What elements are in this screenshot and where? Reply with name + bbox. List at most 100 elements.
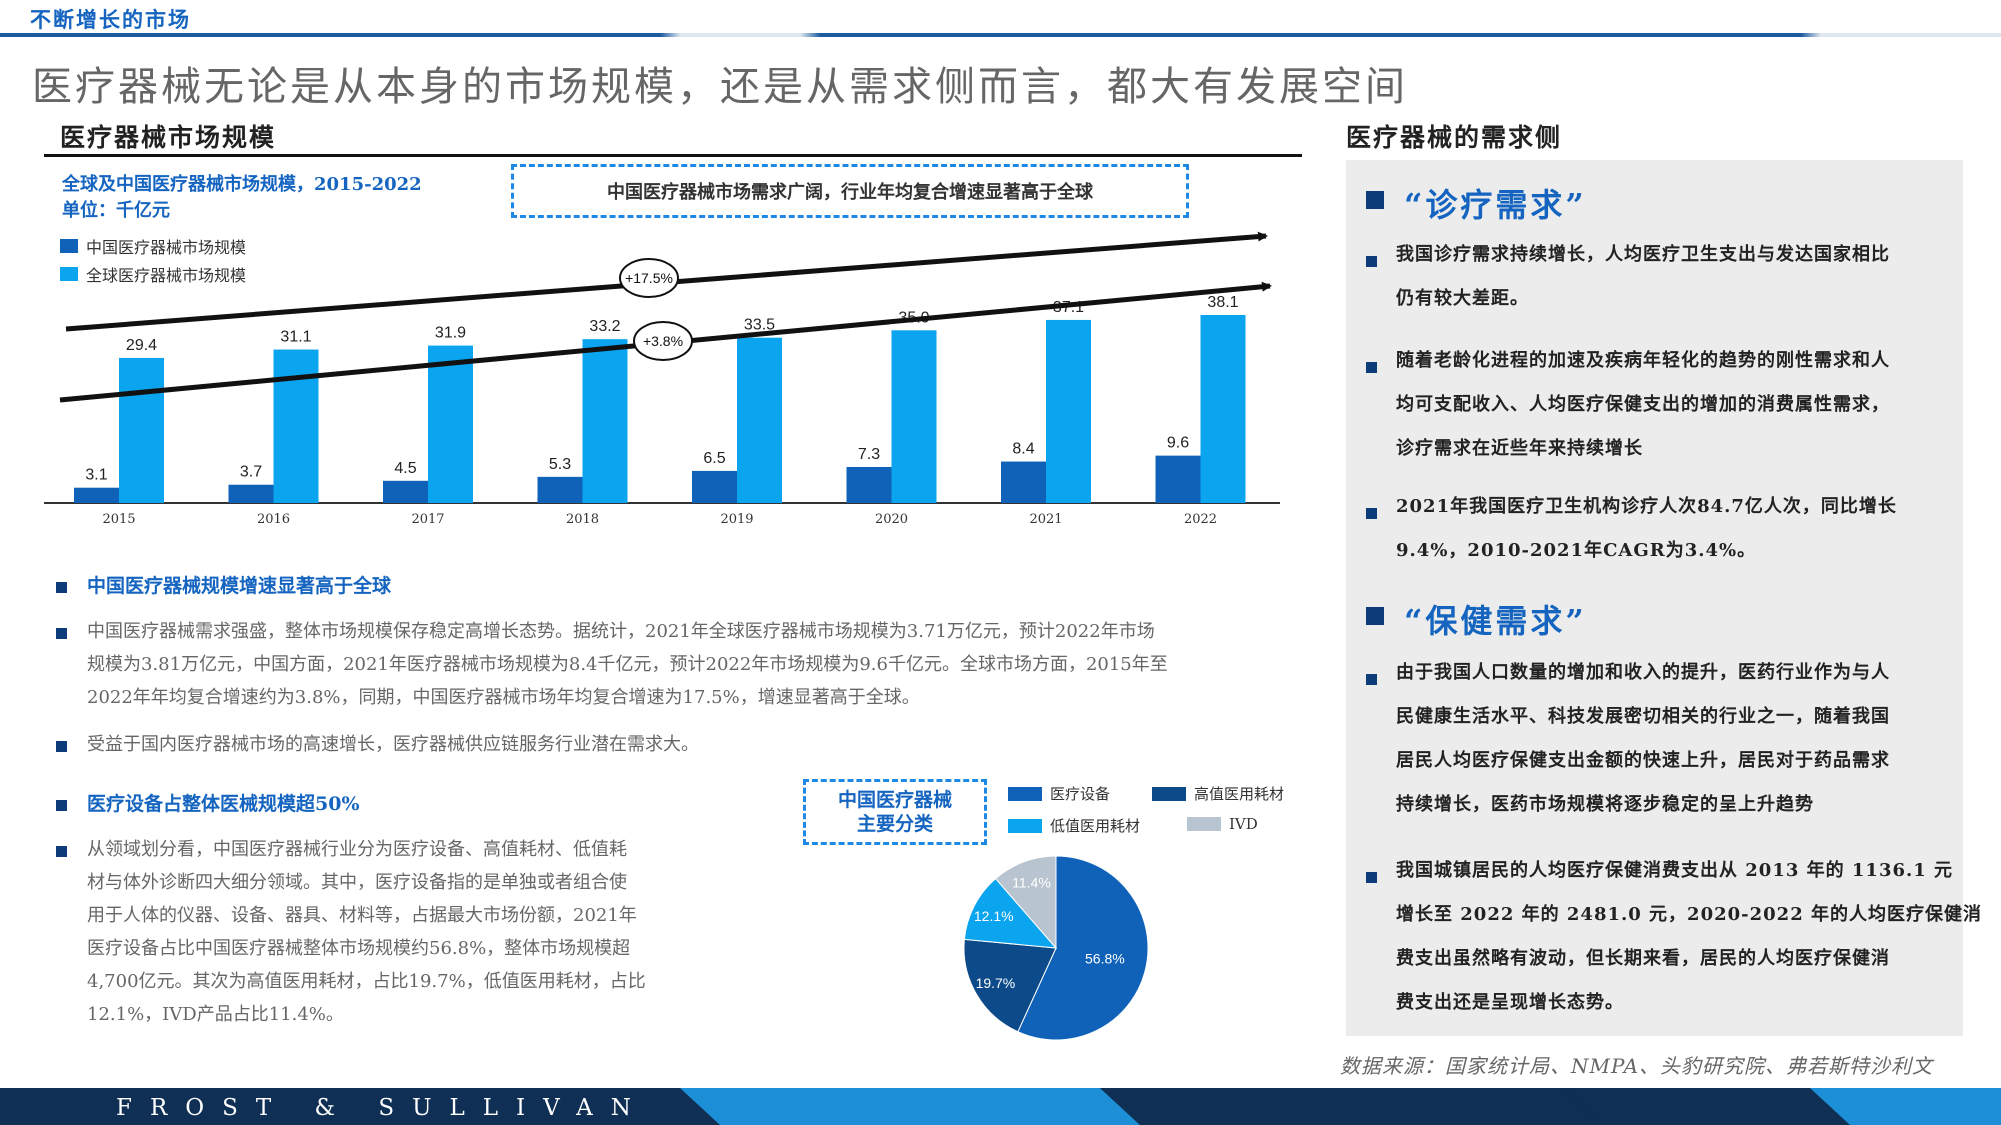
- data-source: 数据来源：国家统计局、NMPA、头豹研究院、弗若斯特沙利文: [1340, 1054, 1934, 1078]
- pie-slice: [994, 855, 1057, 950]
- demand-section-title: “保健需求”: [1404, 602, 1587, 640]
- data-label-china: 3.1: [85, 467, 107, 484]
- pie-slice: [963, 938, 1057, 1033]
- bullet-square: [56, 741, 67, 752]
- header-rule: [0, 33, 2001, 37]
- market-size-heading: 医疗器械市场规模: [60, 123, 277, 152]
- demand-section-title: “诊疗需求”: [1404, 186, 1587, 224]
- pie-value-label: 19.7%: [976, 975, 1016, 991]
- demand-item-line: 均可支配收入、人均医疗保健支出的增加的消费属性需求，: [1396, 394, 1890, 415]
- bar-global: [428, 345, 473, 503]
- cagr-label: +17.5%: [625, 270, 673, 286]
- x-tick-label: 2016: [257, 512, 290, 527]
- demand-item-line: 费支出虽然略有波动，但长期来看，居民的人均医疗保健消: [1396, 948, 1890, 969]
- footer-bar: [0, 1088, 2001, 1125]
- demand-item-line: 仍有较大差距。: [1396, 288, 1529, 309]
- bullet-heading: 中国医疗器械规模增速显著高于全球: [87, 575, 392, 597]
- data-label-china: 7.3: [858, 446, 880, 463]
- bar-china: [1155, 455, 1201, 503]
- demand-side-heading: 医疗器械的需求侧: [1346, 123, 1563, 152]
- pie-value-label: 12.1%: [974, 908, 1014, 924]
- bullet-square: [1366, 256, 1377, 267]
- pie-title-box: 中国医疗器械 主要分类: [803, 779, 987, 845]
- data-label-global: 38.1: [1207, 294, 1238, 311]
- bar-china: [692, 470, 737, 503]
- legend-label: 高值医用耗材: [1194, 785, 1285, 803]
- bar-global: [1046, 319, 1091, 503]
- data-label-global: 31.1: [280, 329, 311, 346]
- pie-title-line: 主要分类: [856, 813, 933, 835]
- pie-value-label: 56.8%: [1085, 951, 1125, 967]
- cagr-badge: [619, 258, 679, 298]
- bar-china: [228, 484, 274, 503]
- legend-swatch: [1008, 818, 1042, 833]
- demand-item-line: 随着老龄化进程的加速及疾病年轻化的趋势的刚性需求和人: [1396, 350, 1890, 371]
- demand-item-text: 我国诊疗需求持续增长，人均医疗卫生支出与发达国家相比 仍有较大差距。: [1396, 233, 1890, 321]
- legend-swatch: [1152, 786, 1186, 801]
- demand-item-line: 2021年我国医疗卫生机构诊疗人次84.7亿人次，同比增长: [1396, 496, 1897, 517]
- footer-decoration: [680, 1088, 2001, 1125]
- bullet-line: 用于人体的仪器、设备、器具、材料等，占据最大市场份额，2021年: [87, 905, 637, 926]
- bar-global: [273, 349, 319, 503]
- chart-title: 全球及中国医疗器械市场规模，2015-2022: [62, 174, 422, 195]
- data-label-china: 8.4: [1012, 441, 1034, 458]
- pie-legend-item: 医疗设备: [1008, 783, 1110, 804]
- bullet-line: 医疗设备占比中国医疗器械整体市场规模约56.8%，整体市场规模超: [87, 938, 631, 959]
- x-tick-label: 2015: [102, 512, 135, 527]
- demand-item-text: 由于我国人口数量的增加和收入的提升，医药行业作为与人 民健康生活水平、科技发展密切…: [1396, 651, 1890, 827]
- legend-label: 医疗设备: [1050, 785, 1111, 803]
- demand-item-line: 增长至 2022 年的 2481.0 元，2020-2022 年的人均医疗保健消: [1396, 904, 1982, 925]
- bullet-square: [1366, 872, 1377, 883]
- data-label-china: 3.7: [240, 464, 262, 481]
- pie-value-label: 11.4%: [1012, 874, 1051, 890]
- bullet-square: [1366, 508, 1377, 519]
- x-tick-label: 2019: [720, 512, 753, 527]
- demand-item-text: 2021年我国医疗卫生机构诊疗人次84.7亿人次，同比增长 9.4%，2010-2…: [1396, 485, 1897, 573]
- segment-pie-chart: 56.8% 19.7% 12.1% 11.4%: [963, 855, 1149, 1041]
- bar-china: [1001, 461, 1046, 503]
- bullet-heading: 医疗设备占整体医械规模超50%: [87, 793, 360, 815]
- chart-unit: 单位：千亿元: [62, 200, 170, 221]
- data-label-global: 29.4: [126, 337, 157, 354]
- bullet-line: 2022年年均复合增速约为3.8%，同期，中国医疗器械市场年均复合增速为17.5…: [87, 687, 920, 708]
- data-label-global: 33.2: [589, 318, 620, 335]
- data-label-china: 5.3: [549, 456, 571, 473]
- demand-item-line: 诊疗需求在近些年来持续增长: [1396, 438, 1643, 459]
- legend-swatch: [60, 267, 78, 281]
- demand-item-line: 由于我国人口数量的增加和收入的提升，医药行业作为与人: [1396, 662, 1890, 683]
- data-label-global: 31.9: [435, 325, 466, 342]
- bar-china: [74, 487, 119, 503]
- chart-callout: 中国医疗器械市场需求广阔，行业年均复合增速显著高于全球: [511, 164, 1189, 218]
- pie-legend-item: IVD: [1187, 815, 1258, 833]
- bullet-line: 中国医疗器械需求强盛，整体市场规模保存稳定高增长态势。据统计，2021年全球医疗…: [87, 621, 1155, 642]
- pie-slice: [1017, 855, 1149, 1041]
- legend-label: 中国医疗器械市场规模: [86, 238, 247, 257]
- data-label-china: 9.6: [1167, 435, 1189, 452]
- bullet-square: [56, 582, 67, 593]
- pie-legend-item: 低值医用耗材: [1008, 815, 1140, 836]
- x-tick-label: 2020: [875, 512, 908, 527]
- pie-legend-item: 高值医用耗材: [1152, 783, 1284, 804]
- bar-china: [537, 476, 583, 503]
- bullet-line: 受益于国内医疗器械市场的高速增长，医疗器械供应链服务行业潜在需求大。: [87, 734, 699, 755]
- bullet-line: 12.1%，IVD产品占比11.4%。: [87, 1004, 344, 1025]
- bullet-line: 材与体外诊断四大细分领域。其中，医疗设备指的是单独或者组合使: [87, 872, 627, 893]
- frost-sullivan-logo: FROST & SULLIVAN: [116, 1095, 649, 1121]
- bar-china: [846, 466, 892, 503]
- bullet-text: 中国医疗器械需求强盛，整体市场规模保存稳定高增长态势。据统计，2021年全球医疗…: [87, 615, 1168, 714]
- cagr-label: +3.8%: [643, 333, 683, 349]
- bullet-line: 规模为3.81万亿元，中国方面，2021年医疗器械市场规模为8.4千亿元，预计2…: [87, 654, 1168, 675]
- legend-global: 全球医疗器械市场规模: [60, 262, 246, 286]
- bullet-line: 4,700亿元。其次为高值医用耗材，占比19.7%，低值医用耗材，占比: [87, 971, 646, 992]
- data-label-global: 33.5: [744, 317, 775, 334]
- bullet-square: [1366, 674, 1377, 685]
- bullet-square: [1366, 362, 1377, 373]
- page-title: 医疗器械无论是从本身的市场规模，还是从需求侧而言，都大有发展空间: [32, 64, 1408, 110]
- bar-china: [383, 480, 428, 503]
- bullet-square: [56, 800, 67, 811]
- demand-item-line: 民健康生活水平、科技发展密切相关的行业之一，随着我国: [1396, 706, 1890, 727]
- demand-item-text: 我国城镇居民的人均医疗保健消费支出从 2013 年的 1136.1 元增长至 2…: [1396, 849, 1982, 1025]
- demand-item-text: 随着老龄化进程的加速及疾病年轻化的趋势的刚性需求和人 均可支配收入、人均医疗保健支…: [1396, 339, 1890, 471]
- x-tick-label: 2022: [1184, 512, 1217, 527]
- legend-label: 全球医疗器械市场规模: [86, 266, 247, 285]
